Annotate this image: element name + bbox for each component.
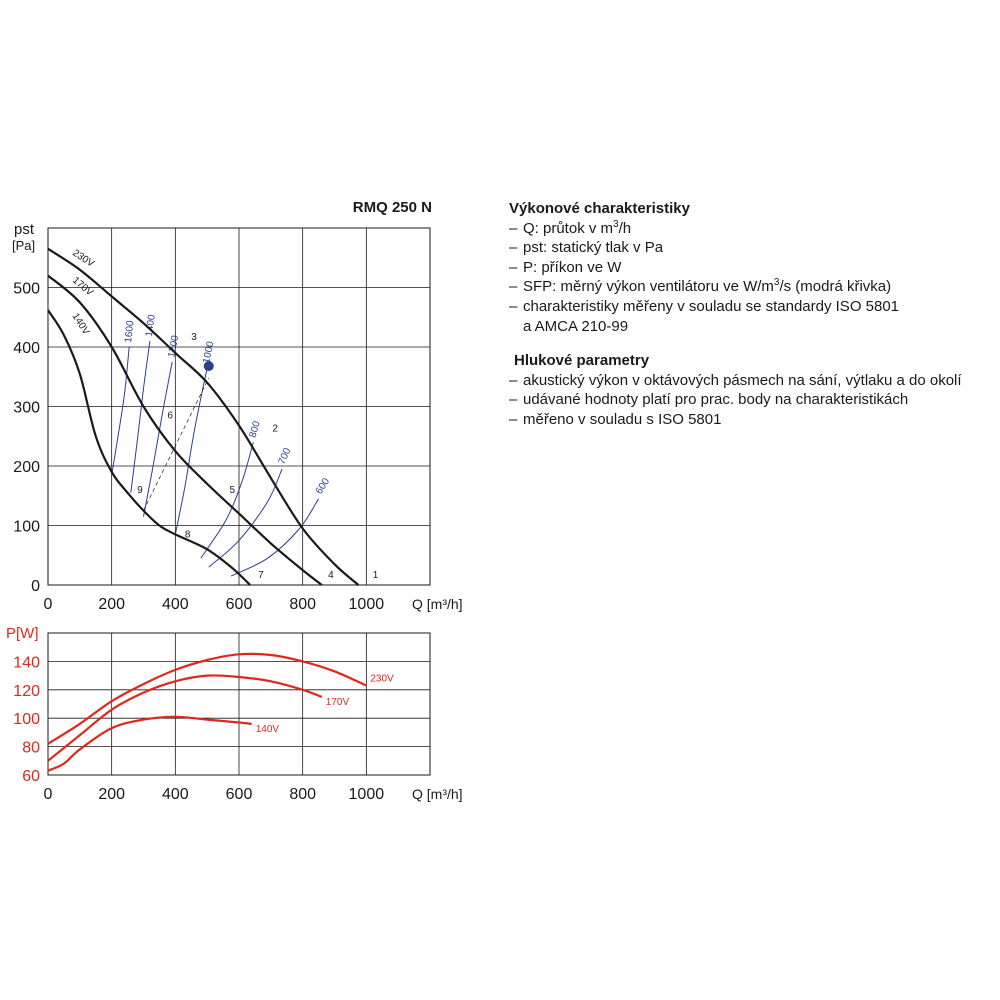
x-tick-label: 600: [226, 786, 253, 803]
x-tick-label: 400: [162, 786, 189, 803]
series-label: 230V: [370, 674, 394, 685]
list-item: – měřeno v souladu s ISO 5801: [509, 410, 722, 428]
operating-point: [203, 361, 214, 372]
sfp-label: 1200: [166, 334, 181, 358]
point-label: 9: [137, 485, 143, 496]
sfp-label: 1400: [144, 314, 158, 338]
fan-curve-230V: [47, 247, 360, 586]
y-axis-label: P[W]: [6, 625, 39, 642]
notes-panel: Výkonové charakteristiky – Q: průtok v m3…: [509, 199, 989, 430]
sfp-label: 1600: [123, 320, 136, 344]
plot-frame: [47, 227, 431, 586]
series-label: 170V: [326, 697, 350, 708]
y-tick-label: 300: [13, 400, 40, 417]
series-label: 140V: [69, 311, 91, 337]
series-label: 140V: [256, 724, 280, 735]
fan-curve-170V: [47, 274, 323, 586]
sfp-label: 1000: [201, 340, 216, 364]
y-tick-label: 100: [13, 519, 40, 536]
sfp-label: 700: [277, 446, 294, 466]
x-tick-label: 0: [44, 596, 53, 613]
list-item: – pst: statický tlak v Pa: [509, 239, 664, 257]
x-tick-label: 800: [289, 596, 316, 613]
x-tick-label: 400: [162, 596, 189, 613]
y-tick-label: 400: [13, 340, 40, 357]
y-axis-unit: [Pa]: [12, 238, 35, 253]
point-label: 4: [328, 570, 334, 581]
noise-list: – akustický výkon v oktávových pásmech na…: [509, 371, 989, 430]
sfp-curve-1200: [143, 361, 173, 517]
sfp-curve-1600: [111, 346, 130, 475]
chart-title: RMQ 250 N: [353, 199, 432, 216]
x-tick-label: 200: [98, 786, 125, 803]
sfp-curve-1400: [130, 340, 151, 493]
x-tick-label: 1000: [349, 786, 385, 803]
charts-area: RMQ 250 N 0 200 400 600 800 10000100200300400…: [6, 199, 463, 803]
y-tick-label: 140: [13, 654, 40, 671]
list-item: – akustický výkon v oktávových pásmech na…: [509, 371, 962, 389]
list-item: – charakteristiky měřeny v souladu se sta…: [509, 297, 900, 315]
sfp-curve-600: [230, 498, 320, 577]
y-tick-label: 0: [31, 578, 40, 595]
x-tick-label: 0: [44, 786, 53, 803]
power-chart: 0 200 400 600 800 1000 60 80 100 120 140 Q [m³/h] P[…: [6, 625, 463, 803]
point-label: 7: [258, 570, 264, 581]
list-item: – P: příkon ve W: [509, 258, 622, 276]
point-label: 2: [272, 423, 278, 434]
point-label: 6: [167, 410, 173, 421]
sfp-curve-1000: [174, 367, 208, 535]
list-item: – udávané hodnoty platí pro prac. body na…: [509, 391, 909, 409]
y-tick-label: 500: [13, 281, 40, 298]
sfp-curve-800: [200, 442, 254, 559]
sfp-label: 800: [248, 420, 263, 440]
x-axis-label: Q [m³/h]: [412, 596, 463, 612]
y-tick-label: 200: [13, 459, 40, 476]
x-tick-label: 1000: [349, 596, 385, 613]
point-label: 3: [191, 332, 197, 343]
system-curve: [143, 377, 210, 511]
y-tick-label: 80: [22, 740, 40, 757]
performance-heading: Výkonové charakteristiky: [509, 200, 690, 217]
performance-list: – Q: průtok v m3/h – pst: statický tlak v …: [509, 219, 989, 337]
power-curve-230V: [47, 652, 367, 745]
x-tick-label: 600: [226, 596, 253, 613]
list-item-continuation: a AMCA 210-99: [523, 317, 629, 335]
list-item: – SFP: měrný výkon ventilátoru ve W/m3/s …: [509, 277, 892, 296]
pressure-chart: 0 200 400 600 800 1000 0 100 200 300 400 500 Q [m³/h…: [12, 221, 463, 613]
x-axis-label: Q [m³/h]: [412, 786, 463, 802]
point-label: 8: [185, 529, 191, 540]
fan-curve-140V: [47, 309, 251, 586]
y-tick-label: 120: [13, 683, 40, 700]
x-tick-label: 800: [289, 786, 316, 803]
power-curve-170V: [47, 674, 323, 762]
power-curve-140V: [47, 715, 252, 772]
point-label: 1: [373, 570, 379, 581]
list-item: – Q: průtok v m3/h: [509, 218, 632, 237]
y-tick-label: 100: [13, 711, 40, 728]
noise-heading: Hlukové parametry: [514, 352, 650, 370]
sfp-curve-700: [208, 468, 283, 568]
point-label: 5: [229, 485, 235, 496]
y-tick-label: 60: [22, 768, 40, 785]
sfp-label: 600: [314, 476, 333, 496]
y-axis-label: pst: [14, 221, 35, 238]
x-tick-label: 200: [98, 596, 125, 613]
plot-frame: [47, 632, 431, 776]
